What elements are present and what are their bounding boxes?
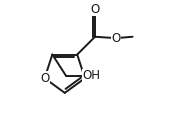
Text: OH: OH (82, 69, 100, 82)
Text: O: O (40, 72, 49, 85)
Text: O: O (112, 32, 121, 45)
Text: O: O (90, 3, 100, 16)
